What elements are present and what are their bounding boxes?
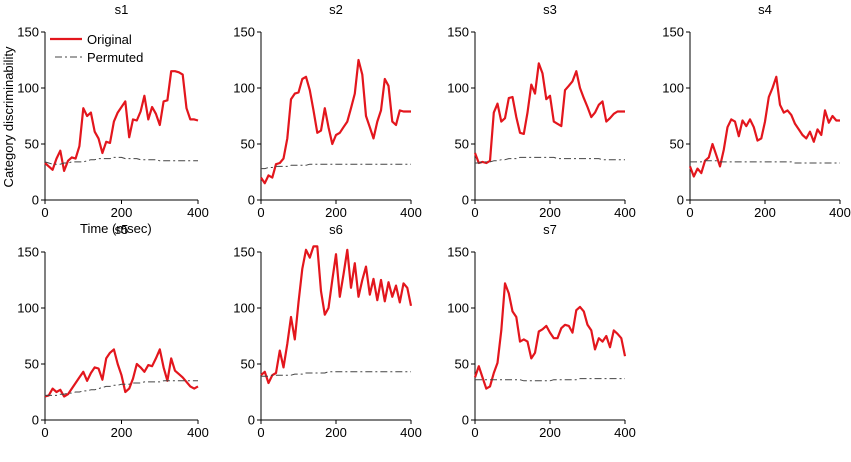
x-tick-label: 400	[614, 205, 636, 220]
y-tick-label: 0	[248, 413, 255, 428]
series-original-line	[688, 75, 840, 178]
y-tick-label: 150	[17, 25, 39, 40]
y-tick-label: 100	[17, 301, 39, 316]
y-tick-label: 0	[462, 413, 469, 428]
panel-title: s4	[758, 2, 772, 17]
panel-s7: s7 0 50 100 150 0 200 400	[447, 222, 636, 440]
x-tick-label: 200	[111, 205, 133, 220]
y-tick-label: 50	[455, 357, 469, 372]
y-tick-label: 0	[32, 193, 39, 208]
x-tick-label: 400	[187, 205, 209, 220]
y-tick-label: 0	[248, 193, 255, 208]
y-tick-label: 50	[455, 137, 469, 152]
y-tick-label: 50	[25, 357, 39, 372]
x-tick-label: 0	[257, 425, 264, 440]
x-tick-label: 0	[257, 205, 264, 220]
x-tick-label: 0	[471, 205, 478, 220]
x-tick-label: 200	[539, 425, 561, 440]
legend-label-original: Original	[87, 32, 132, 47]
y-tick-label: 50	[670, 137, 684, 152]
legend-label-permuted: Permuted	[87, 50, 143, 65]
x-tick-label: 0	[41, 205, 48, 220]
y-tick-label: 100	[447, 81, 469, 96]
x-tick-label: 400	[829, 205, 851, 220]
y-axis-label: Category discriminability	[1, 46, 16, 187]
series-permuted-line	[45, 380, 198, 396]
y-tick-label: 100	[233, 81, 255, 96]
x-tick-label: 200	[539, 205, 561, 220]
panel-s6: s6 0 50 100 150 0 200 400	[233, 222, 422, 440]
y-tick-label: 150	[662, 25, 684, 40]
x-tick-label: 200	[325, 425, 347, 440]
series-permuted-line	[690, 160, 840, 164]
panel-title: s5	[115, 222, 129, 237]
panel-s1: s1 0 50 100 150 0 200 400	[17, 2, 209, 220]
x-tick-label: 400	[614, 425, 636, 440]
y-tick-label: 150	[447, 25, 469, 40]
x-tick-label: 400	[400, 205, 422, 220]
y-tick-label: 50	[241, 357, 255, 372]
x-tick-label: 200	[754, 205, 776, 220]
y-tick-label: 100	[447, 301, 469, 316]
panel-s5: s5 0 50 100 150 0 200 400	[17, 222, 209, 440]
y-tick-label: 50	[241, 137, 255, 152]
y-tick-label: 150	[447, 245, 469, 260]
series-permuted-line	[475, 156, 625, 164]
panel-s4: s4 0 50 100 150 0 200 400	[662, 2, 851, 220]
series-original-line	[260, 245, 413, 385]
y-tick-label: 150	[233, 25, 255, 40]
x-tick-label: 400	[400, 425, 422, 440]
x-tick-label: 0	[686, 205, 693, 220]
panel-s3: s3 0 50 100 150 0 200 400	[447, 2, 636, 220]
x-tick-label: 0	[41, 425, 48, 440]
y-tick-label: 100	[662, 81, 684, 96]
x-tick-label: 200	[111, 425, 133, 440]
x-tick-label: 200	[325, 205, 347, 220]
series-original-line	[260, 58, 411, 185]
panels-container: s1 0 50 100 150 0 200 400 s2 0 50 100 150 0 200 400 s3 0 5…	[17, 2, 851, 440]
y-tick-label: 100	[17, 81, 39, 96]
series-original-line	[44, 348, 199, 398]
x-tick-label: 400	[187, 425, 209, 440]
panel-title: s7	[543, 222, 557, 237]
y-tick-label: 150	[233, 245, 255, 260]
x-tick-label: 0	[471, 425, 478, 440]
series-original-line	[44, 70, 199, 172]
panel-title: s2	[329, 2, 343, 17]
panel-title: s1	[115, 2, 129, 17]
y-tick-label: 150	[17, 245, 39, 260]
y-tick-label: 100	[233, 301, 255, 316]
y-tick-label: 50	[25, 137, 39, 152]
y-tick-label: 0	[677, 193, 684, 208]
legend: Original Permuted	[50, 32, 143, 65]
y-tick-label: 0	[32, 413, 39, 428]
y-tick-label: 0	[462, 193, 469, 208]
panel-title: s3	[543, 2, 557, 17]
panel-title: s6	[329, 222, 343, 237]
series-permuted-line	[261, 163, 411, 170]
series-original-line	[473, 62, 625, 165]
series-permuted-line	[261, 371, 411, 377]
series-permuted-line	[475, 378, 625, 382]
panel-s2: s2 0 50 100 150 0 200 400	[233, 2, 422, 220]
series-original-line	[473, 282, 627, 390]
series-permuted-line	[44, 156, 198, 165]
x-axis-label: Time (msec)	[80, 221, 152, 236]
